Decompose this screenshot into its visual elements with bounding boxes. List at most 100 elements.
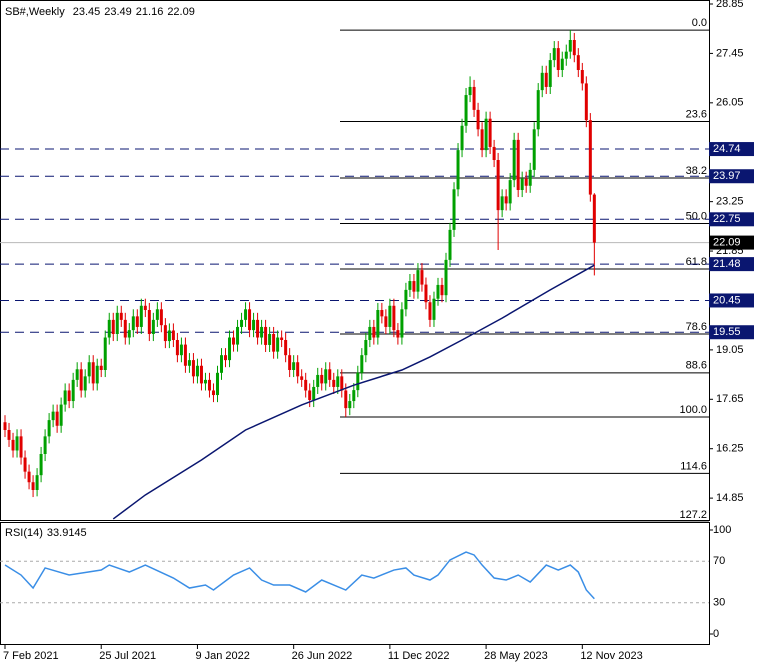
candle-body: [284, 340, 288, 356]
candle-body: [47, 420, 51, 437]
main-panel: [0, 0, 710, 521]
candle-body: [191, 360, 195, 377]
candle-body: [316, 374, 320, 387]
y-tick-label: 17.65: [716, 393, 744, 405]
candle-body: [412, 281, 416, 292]
candle-body: [400, 309, 404, 338]
candle-body: [588, 120, 592, 195]
candle-body: [324, 369, 328, 384]
candle-body: [43, 436, 47, 454]
candle-body: [15, 436, 19, 451]
x-tick-label: 7 Feb 2021: [3, 650, 59, 662]
rsi-panel: [0, 522, 710, 645]
rsi-title: RSI(14) 33.9145: [5, 527, 87, 539]
candle-body: [408, 281, 412, 290]
candle-body: [236, 326, 240, 345]
candle-body: [540, 72, 544, 91]
candle-body: [584, 83, 588, 121]
candle-body: [488, 118, 492, 147]
x-tick-label: 26 Jun 2022: [292, 650, 353, 662]
candle-body: [548, 60, 552, 87]
fib-label: 114.6: [680, 460, 707, 472]
candle-body: [228, 337, 232, 361]
candle-body: [111, 319, 115, 334]
x-tick-label: 12 Nov 2023: [580, 650, 642, 662]
ohlc-value: 22.09: [167, 6, 195, 18]
candle-body: [35, 475, 39, 490]
fib-label: 61.8: [686, 256, 707, 268]
candle-body: [344, 390, 348, 409]
symbol: SB#,Weekly: [5, 6, 65, 18]
candle-body: [476, 109, 480, 130]
candle-body: [364, 340, 368, 356]
candle-body: [139, 305, 143, 327]
candle-body: [320, 374, 324, 384]
x-tick-label: 9 Jan 2022: [195, 650, 249, 662]
candle-body: [260, 326, 264, 338]
candle-body: [215, 372, 219, 396]
candle-body: [7, 430, 11, 440]
candle-body: [308, 390, 312, 400]
candle-body: [296, 362, 300, 377]
ohlc-value: 23.45: [73, 6, 101, 18]
level-label: 20.45: [713, 294, 741, 306]
candle-body: [452, 189, 456, 230]
candle-body: [159, 309, 163, 326]
candle-body: [312, 386, 316, 400]
candle-body: [167, 330, 171, 342]
candle-body: [115, 312, 119, 334]
candle-body: [560, 58, 564, 70]
level-label: 21.48: [713, 258, 741, 270]
candle-body: [388, 305, 392, 327]
fib-label: 38.2: [686, 165, 707, 177]
fib-label: 127.2: [679, 509, 707, 521]
candle-body: [348, 401, 352, 409]
candle-body: [99, 365, 103, 370]
level-box: [709, 142, 754, 157]
candle-body: [428, 302, 432, 320]
candle-body: [556, 48, 560, 70]
candle-body: [420, 270, 424, 285]
fib-label: 23.6: [686, 108, 707, 120]
candle-body: [195, 365, 199, 377]
level-box: [709, 212, 754, 227]
candle-body: [416, 270, 420, 292]
level-label: 19.55: [713, 326, 741, 338]
rsi-tick-label: 0: [713, 628, 719, 640]
candle-body: [163, 325, 167, 342]
candle-body: [67, 390, 71, 402]
candle-body: [171, 330, 175, 340]
fib-label: 50.0: [686, 210, 707, 222]
candle-body: [183, 344, 187, 366]
level-box: [709, 293, 754, 308]
candle-body: [203, 379, 207, 384]
candle-body: [436, 284, 440, 299]
y-tick-label: 16.25: [716, 443, 744, 455]
candle-body: [207, 379, 211, 391]
candle-body: [456, 150, 460, 190]
candle-body: [143, 305, 147, 310]
rsi-name: RSI(14): [5, 527, 43, 539]
rsi-line: [4, 551, 595, 600]
candle-body: [175, 340, 179, 356]
candle-body: [568, 40, 572, 52]
candle-body: [87, 362, 91, 377]
candle-body: [472, 86, 476, 110]
candle-body: [360, 355, 364, 373]
candle-body: [151, 319, 155, 334]
y-tick-label: 28.85: [716, 0, 744, 10]
candle-body: [404, 289, 408, 310]
candle-body: [392, 305, 396, 331]
candle-body: [256, 319, 260, 338]
candle-body: [3, 422, 7, 430]
y-tick-label: 26.05: [716, 97, 744, 109]
candle-body: [248, 309, 252, 331]
candle-body: [300, 376, 304, 380]
x-tick-label: 28 May 2023: [484, 650, 548, 662]
level-label: 22.75: [713, 213, 741, 225]
candle-body: [356, 372, 360, 391]
candle-body: [464, 95, 468, 126]
candle-body: [376, 310, 380, 338]
candle-body: [135, 316, 139, 327]
candle-body: [484, 118, 488, 151]
